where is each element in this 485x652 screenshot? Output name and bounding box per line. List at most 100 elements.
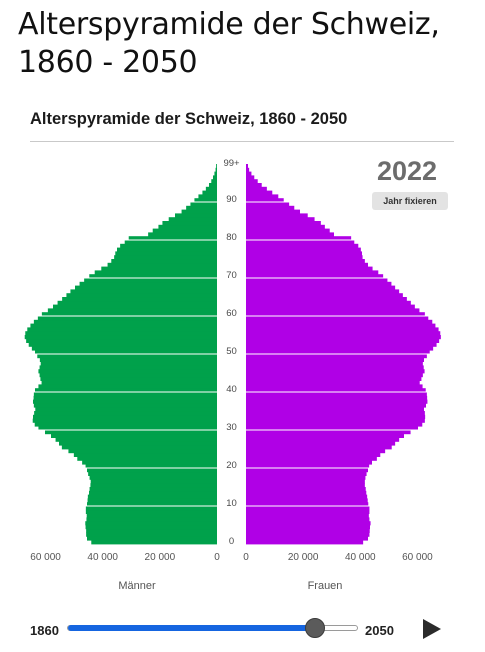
female-bar — [246, 509, 370, 514]
female-bar — [246, 483, 365, 488]
female-bar — [246, 179, 258, 184]
female-bar — [246, 312, 425, 317]
female-bars — [246, 164, 441, 545]
male-bar — [94, 270, 217, 275]
year-slider-track[interactable] — [67, 625, 358, 631]
male-bar — [89, 490, 217, 495]
male-bar — [86, 517, 217, 522]
female-bar — [246, 266, 373, 271]
male-bar — [51, 433, 217, 438]
male-bar — [41, 312, 217, 317]
female-bar — [246, 384, 423, 389]
female-bar — [246, 331, 441, 336]
female-bar — [246, 224, 325, 229]
male-bar — [39, 373, 218, 378]
female-bar — [246, 513, 369, 518]
female-bar — [246, 506, 370, 511]
male-bar — [87, 468, 217, 473]
male-bar — [111, 259, 217, 264]
male-bar — [85, 509, 217, 514]
female-bar — [246, 517, 370, 522]
male-bar — [211, 179, 217, 184]
slider-max-label: 2050 — [365, 623, 394, 638]
age-tick-label: 99+ — [223, 158, 240, 169]
female-bar — [246, 433, 404, 438]
male-bar — [89, 487, 217, 492]
male-bar — [215, 167, 217, 172]
female-bar — [246, 350, 430, 355]
age-tick-label: 20 — [226, 460, 237, 471]
female-bar — [246, 190, 273, 195]
male-bar — [41, 380, 218, 385]
female-bar — [246, 198, 284, 203]
male-bar — [79, 281, 217, 286]
female-bar — [246, 205, 295, 210]
male-bar — [70, 289, 217, 294]
female-bar — [246, 487, 366, 492]
female-bar — [246, 346, 434, 351]
male-bar — [34, 411, 218, 416]
male-bar — [86, 513, 217, 518]
male-bar — [198, 194, 217, 199]
female-bar — [246, 430, 411, 435]
female-bar — [246, 228, 330, 233]
female-bar — [246, 479, 365, 484]
male-bar — [73, 452, 217, 457]
male-bar — [86, 532, 218, 537]
male-bar — [28, 342, 218, 347]
male-bar — [85, 464, 217, 469]
play-icon — [423, 619, 441, 639]
year-slider-thumb[interactable] — [305, 618, 326, 638]
female-bar — [246, 464, 370, 469]
female-bar — [246, 468, 368, 473]
male-bar — [27, 327, 217, 332]
female-bar — [246, 194, 279, 199]
female-bar — [246, 426, 418, 431]
male-bar — [115, 251, 217, 256]
female-bar — [246, 441, 396, 446]
female-bar — [246, 376, 422, 381]
female-axis-label: Frauen — [308, 580, 343, 592]
male-bar — [114, 255, 217, 260]
male-bar — [86, 528, 218, 533]
female-bar — [246, 437, 400, 442]
female-bar — [246, 285, 396, 290]
chart-title: Alterspyramide der Schweiz, 1860 - 2050 — [30, 110, 348, 128]
female-bar — [246, 293, 403, 298]
male-bar — [181, 209, 217, 214]
female-bar — [246, 247, 361, 252]
male-bar — [87, 502, 217, 507]
fix-year-button[interactable]: Jahr fixieren — [372, 192, 448, 210]
female-bar — [246, 403, 426, 408]
female-bar — [246, 445, 392, 450]
male-bar — [35, 388, 217, 393]
male-bar — [57, 300, 218, 305]
male-bar — [85, 506, 217, 511]
year-slider-row: 1860 2050 — [0, 612, 485, 648]
female-bar — [246, 221, 321, 226]
male-bar — [38, 384, 217, 389]
male-bar — [37, 316, 217, 321]
male-bar — [31, 346, 217, 351]
male-bar — [87, 498, 217, 503]
female-bar — [246, 236, 352, 241]
female-bar — [246, 255, 363, 260]
age-tick-label: 10 — [226, 498, 237, 509]
female-bar — [246, 369, 425, 374]
male-bars — [24, 164, 218, 545]
female-bar — [246, 422, 423, 427]
play-button[interactable] — [420, 617, 444, 641]
female-bar — [246, 202, 290, 207]
age-tick-label: 40 — [226, 384, 237, 395]
male-bar — [82, 460, 218, 465]
female-bar — [246, 259, 365, 264]
male-axis-tick-label: 0 — [214, 552, 220, 563]
female-axis-tick-label: 20 000 — [288, 552, 319, 563]
male-bar — [124, 240, 217, 245]
page-title: Alterspyramide der Schweiz, 1860 - 2050 — [18, 7, 440, 80]
male-bar — [128, 236, 217, 241]
male-bar — [209, 183, 217, 188]
female-bar — [246, 316, 429, 321]
male-bar — [107, 262, 217, 267]
age-tick-label: 60 — [226, 308, 237, 319]
